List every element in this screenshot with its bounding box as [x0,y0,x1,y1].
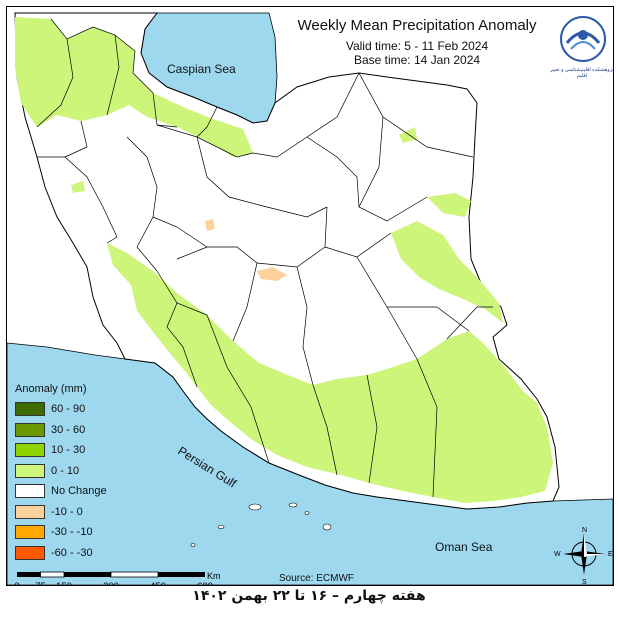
province-borders [36,18,493,498]
legend-label: -60 - -30 [51,546,93,559]
scale-bar: Km 0 75 150 300 450 600 [14,569,225,585]
compass-e: E [608,551,613,558]
scale-tick-label: 600 [197,581,213,585]
anomaly-zone-east [391,221,503,323]
legend-label: 30 - 60 [51,423,86,436]
org-logo-icon [560,16,606,62]
legend-item: No Change [15,481,127,502]
caspian-sea-label: Caspian Sea [167,62,236,76]
persian-caption: هفته چهارم – ۱۶ تا ۲۲ بهمن ۱۴۰۲ [192,588,426,604]
map-title: Weekly Mean Precipitation Anomaly [297,17,537,34]
negative-anomaly-central [257,267,287,281]
data-source: Source: ECMWF [279,573,355,584]
scale-tick-label: 150 [56,581,72,585]
compass-s: S [582,579,587,585]
legend-item: 30 - 60 [15,420,127,441]
gulf-islands [190,502,332,547]
oman-sea-label: Oman Sea [435,540,493,554]
iran-anomaly-map: Caspian Sea Persian Gulf Oman Sea [7,12,613,585]
legend-label: 60 - 90 [51,403,86,416]
legend-item: -10 - 0 [15,502,127,523]
scale-tick-label: 0 [14,581,19,585]
compass-rose-icon: N S E W [554,527,613,585]
legend-item: 0 - 10 [15,461,127,482]
scale-tick-label: 300 [103,581,119,585]
legend-swatch [15,504,45,519]
legend-item: 10 - 30 [15,440,127,461]
anomaly-zone-small-nw [71,181,85,193]
legend-swatch [15,525,45,540]
org-logo-caption: پژوهشکده اقلیم‌شناسی و تغییر اقلیم [550,67,614,79]
compass-w: W [554,551,561,558]
negative-anomaly-west [205,219,215,231]
legend-swatch [15,463,45,478]
legend-label: 10 - 30 [51,444,86,457]
legend-swatch [15,484,45,499]
anomaly-zone-northeast [427,193,471,217]
anomaly-zone-northwest [15,17,253,157]
legend-label: -30 - -10 [51,526,93,539]
legend-item: -60 - -30 [15,543,127,564]
scale-tick-label: 75 [35,581,46,585]
legend-label: 0 - 10 [51,464,80,477]
compass-n: N [582,527,587,534]
legend-swatch [15,443,45,458]
base-time: Base time: 14 Jan 2024 [353,53,481,67]
legend-swatch [15,402,45,417]
scale-tick-label: 450 [150,581,166,585]
legend: Anomaly (mm) 60 - 90 30 - 60 10 - 30 0 - 10… [15,383,127,563]
scale-bar-graphic: Km [17,571,221,581]
legend-item: -30 - -10 [15,522,127,543]
valid-time: Valid time: 5 - 11 Feb 2024 [345,39,489,53]
legend-title: Anomaly (mm) [15,383,87,395]
legend-item: 60 - 90 [15,399,127,420]
legend-swatch [15,422,45,437]
scale-unit: Km [207,571,221,581]
map-frame: Caspian Sea Persian Gulf Oman Sea Weekly… [6,6,614,586]
anomaly-zone-zagros [107,243,553,503]
legend-label: No Change [51,485,107,498]
legend-label: -10 - 0 [51,505,83,518]
legend-swatch [15,545,45,560]
anomaly-zone-small-north [399,127,417,143]
